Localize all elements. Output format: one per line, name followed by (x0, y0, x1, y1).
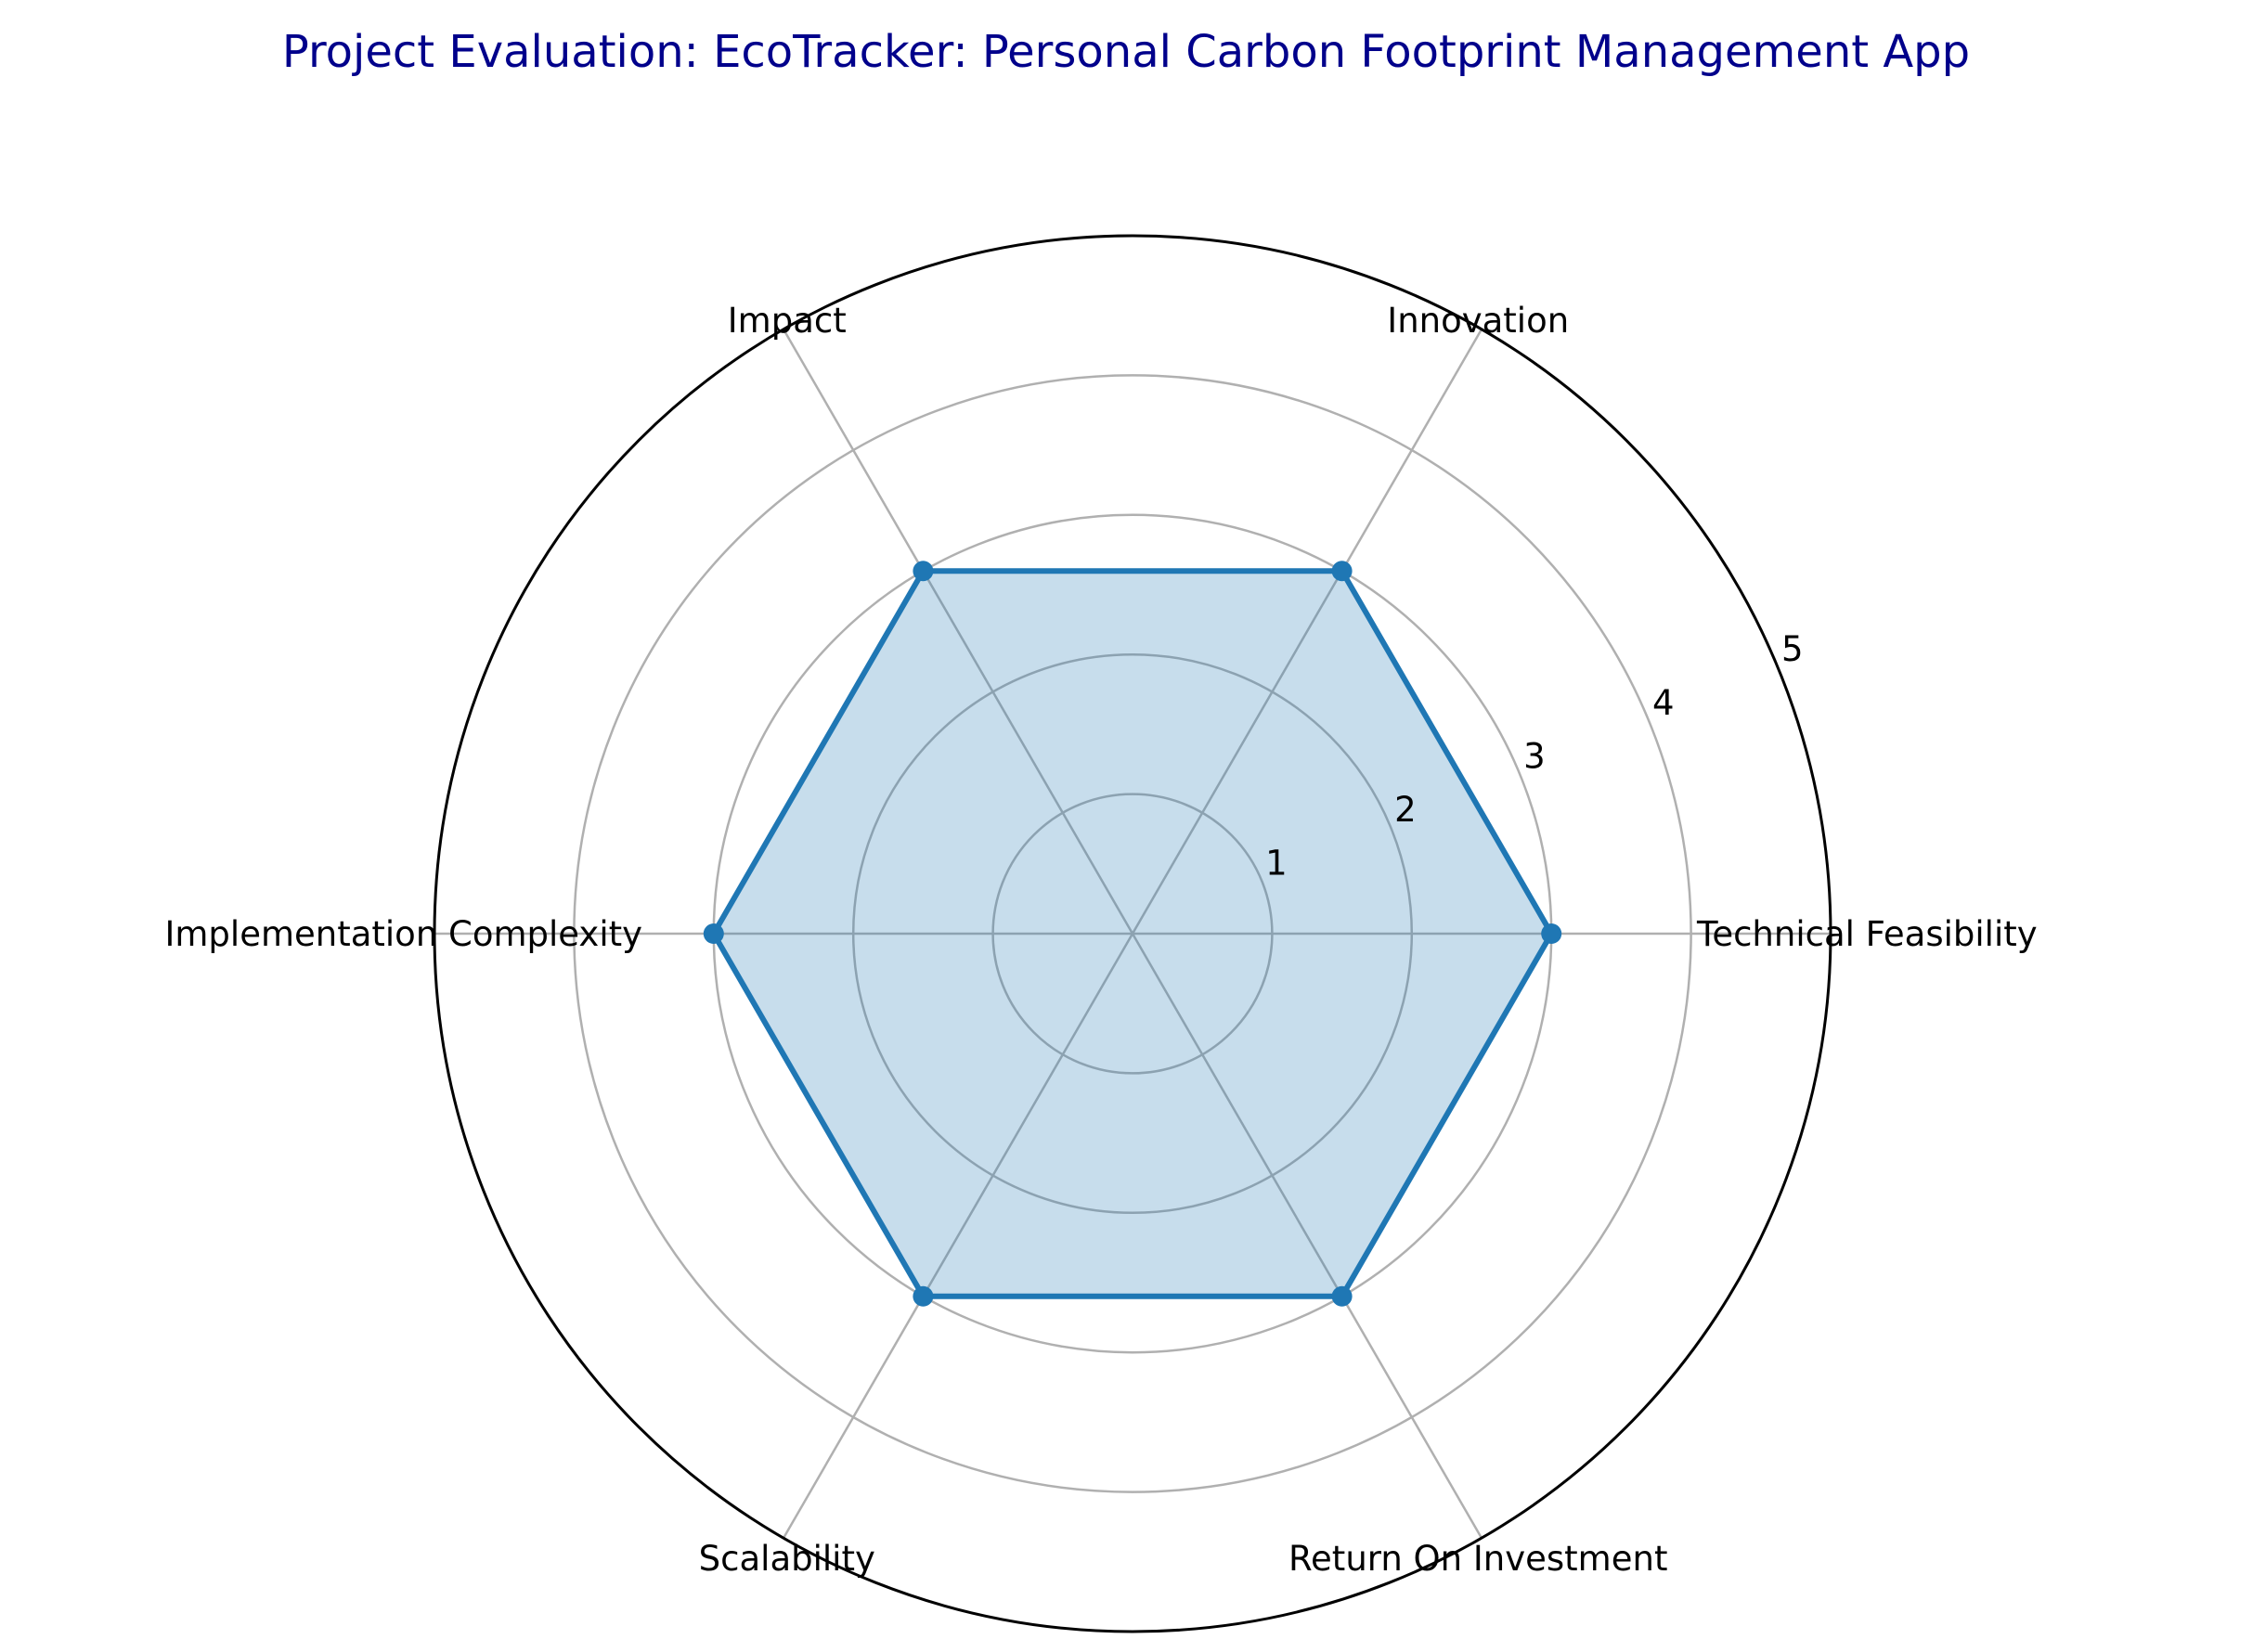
r-tick-label-3: 3 (1523, 736, 1546, 776)
data-point-4 (913, 1285, 934, 1307)
grid-layer (433, 234, 1832, 1633)
category-label-1: Innovation (1387, 301, 1569, 341)
r-tick-label-4: 4 (1652, 683, 1675, 723)
r-tick-label-2: 2 (1394, 790, 1417, 830)
spoke-5 (1131, 933, 1483, 1539)
data-point-0 (1541, 923, 1562, 944)
category-label-3: Implementation Complexity (164, 914, 642, 954)
data-layer (703, 561, 1562, 1307)
spoke-2 (782, 329, 1134, 935)
polar-frame (433, 234, 1832, 1633)
data-point-5 (1331, 1285, 1353, 1307)
category-label-0: Technical Feasibility (1696, 914, 2038, 954)
spoke-1 (1131, 329, 1483, 935)
chart-title: Project Evaluation: EcoTracker: Personal… (282, 26, 1970, 78)
category-label-5: Return On Investment (1288, 1539, 1667, 1579)
label-layer: 1 2 3 4 5 Technical Feasibility Innovation Impa… (164, 301, 2037, 1579)
data-point-1 (1331, 561, 1353, 582)
r-tick-label-1: 1 (1265, 843, 1288, 883)
category-label-2: Impact (728, 301, 847, 341)
data-point-2 (913, 561, 934, 582)
category-label-4: Scalability (699, 1539, 875, 1579)
spoke-4 (782, 933, 1134, 1539)
data-point-3 (703, 923, 724, 944)
r-tick-label-5: 5 (1781, 629, 1804, 669)
series-area (713, 571, 1552, 1297)
